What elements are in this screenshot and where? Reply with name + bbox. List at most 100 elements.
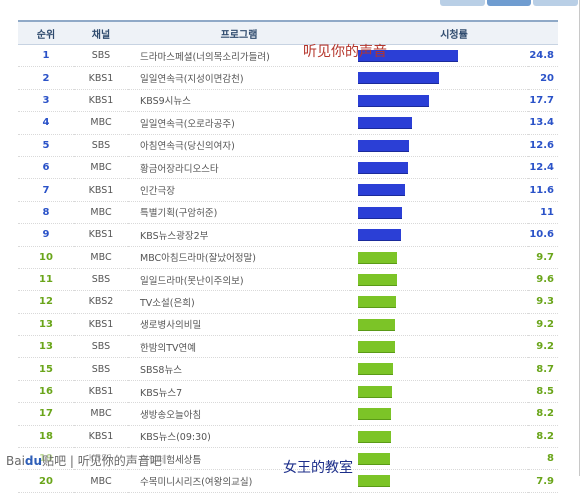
rating-bar bbox=[358, 363, 393, 376]
rating-value: 17.7 bbox=[529, 94, 555, 106]
rating-value-cell: 9.3 bbox=[528, 290, 559, 314]
rating-bar-cell bbox=[350, 66, 528, 90]
rank-cell: 13 bbox=[18, 313, 74, 337]
rating-bar bbox=[358, 117, 412, 130]
rating-bar bbox=[358, 296, 396, 309]
program-cell[interactable]: 생방송오늘아침 bbox=[128, 402, 350, 426]
rating-value-cell: 8.5 bbox=[528, 380, 559, 404]
rating-value: 11 bbox=[540, 206, 555, 218]
program-cell[interactable]: KBS9시뉴스 bbox=[128, 89, 350, 113]
rating-bar-cell bbox=[350, 156, 528, 180]
rating-value-cell: 8 bbox=[528, 447, 559, 471]
rating-value: 9.2 bbox=[536, 341, 555, 353]
rating-value-cell: 12.6 bbox=[528, 134, 559, 157]
rating-bar bbox=[358, 94, 429, 107]
program-cell[interactable]: 황금어장라디오스타 bbox=[128, 156, 350, 180]
program-cell[interactable]: SBS8뉴스 bbox=[128, 357, 350, 381]
channel-cell: SBS bbox=[74, 335, 128, 359]
channel-cell: KBS1 bbox=[74, 380, 128, 404]
channel-cell: SBS bbox=[74, 134, 128, 157]
rating-value-cell: 24.8 bbox=[528, 44, 559, 68]
rating-value: 9.6 bbox=[536, 274, 555, 286]
rating-bar-cell bbox=[350, 44, 528, 68]
program-cell[interactable]: 일일드라마(못난이주의보) bbox=[128, 268, 350, 292]
program-cell[interactable]: 인간극장 bbox=[128, 178, 350, 202]
rating-value-cell: 9.2 bbox=[528, 313, 559, 337]
program-cell[interactable]: 리얼체험세상틈 bbox=[128, 447, 350, 471]
rating-bar bbox=[358, 139, 409, 152]
rating-value-cell: 9.2 bbox=[528, 335, 559, 359]
rating-bar bbox=[358, 408, 391, 421]
table-row: 4 MBC 일일연속극(오로라공주) 13.4 bbox=[18, 111, 559, 135]
program-cell[interactable]: 드라마스페셜(너의목소리가들려) bbox=[128, 44, 350, 68]
channel-cell: KBS1 bbox=[74, 425, 128, 449]
program-cell[interactable]: 한밤의TV연예 bbox=[128, 335, 350, 359]
rating-bar bbox=[358, 430, 391, 443]
tab-2[interactable] bbox=[486, 0, 532, 6]
rating-value: 12.4 bbox=[529, 162, 555, 174]
rating-value-cell: 11 bbox=[528, 201, 559, 225]
table-row: 12 KBS2 TV소설(은희) 9.3 bbox=[18, 290, 559, 314]
program-cell[interactable]: 생로병사의비밀 bbox=[128, 313, 350, 337]
tab-1[interactable] bbox=[440, 0, 485, 6]
rank-cell: 17 bbox=[18, 402, 74, 426]
rating-value-cell: 8.7 bbox=[528, 357, 559, 381]
program-cell[interactable]: MBC아침드라마(잘났어정말) bbox=[128, 246, 350, 269]
channel-cell: MBC bbox=[74, 246, 128, 269]
watermark-text: 贴吧 | 听见你的声音吧 bbox=[42, 454, 162, 468]
rating-value-cell: 9.7 bbox=[528, 246, 559, 269]
channel-cell: MBC bbox=[74, 402, 128, 426]
ratings-table: 순위 채널 프로그램 시청률 1 SBS 드라마스페셜(너의목소리가들려) 24.8 2… bbox=[18, 22, 559, 493]
program-cell[interactable]: 일일연속극(지성이면감천) bbox=[128, 66, 350, 90]
rating-value-cell: 9.6 bbox=[528, 268, 559, 292]
channel-cell: SBS bbox=[74, 44, 128, 68]
rank-cell: 2 bbox=[18, 66, 74, 90]
rating-value: 13.4 bbox=[529, 117, 555, 129]
rating-bar-cell bbox=[350, 89, 528, 113]
tab-3[interactable] bbox=[533, 0, 579, 6]
rating-bar bbox=[358, 453, 390, 466]
header-program: 프로그램 bbox=[128, 22, 350, 45]
table-row: 13 KBS1 생로병사의비밀 9.2 bbox=[18, 313, 559, 337]
rating-value: 12.6 bbox=[529, 139, 555, 151]
rating-bar-cell bbox=[350, 357, 528, 381]
rating-value-cell: 11.6 bbox=[528, 178, 559, 202]
rating-value-cell: 8.2 bbox=[528, 402, 559, 426]
overlay-caption-top: 听见你的声音 bbox=[303, 44, 387, 60]
rating-bar-cell bbox=[350, 134, 528, 157]
table-row: 18 KBS1 KBS뉴스(09:30) 8.2 bbox=[18, 425, 559, 449]
baidu-watermark: Baidu贴吧 | 听见你的声音吧 bbox=[4, 452, 164, 469]
program-cell[interactable]: KBS뉴스7 bbox=[128, 380, 350, 404]
rating-value: 9.3 bbox=[536, 296, 555, 308]
channel-cell: MBC bbox=[74, 156, 128, 180]
rank-cell: 9 bbox=[18, 223, 74, 247]
channel-cell: KBS1 bbox=[74, 66, 128, 90]
program-cell[interactable]: KBS뉴스(09:30) bbox=[128, 425, 350, 449]
program-cell[interactable]: 특별기획(구암허준) bbox=[128, 201, 350, 225]
rating-bar bbox=[358, 206, 402, 219]
rating-value: 8.2 bbox=[536, 408, 555, 420]
program-cell[interactable]: 일일연속극(오로라공주) bbox=[128, 111, 350, 135]
table-row: 1 SBS 드라마스페셜(너의목소리가들려) 24.8 bbox=[18, 44, 559, 68]
program-cell[interactable]: 아침연속극(당신의여자) bbox=[128, 134, 350, 157]
rating-value: 8 bbox=[547, 453, 555, 465]
program-cell[interactable]: KBS뉴스광장2부 bbox=[128, 223, 350, 247]
rank-cell: 4 bbox=[18, 111, 74, 135]
rating-bar bbox=[358, 161, 408, 174]
channel-cell: MBC bbox=[74, 469, 128, 493]
rating-bar-cell bbox=[350, 111, 528, 135]
rating-value: 9.7 bbox=[536, 251, 555, 263]
rating-value: 10.6 bbox=[529, 229, 555, 241]
rating-bar-cell bbox=[350, 201, 528, 225]
watermark-paw: du bbox=[24, 454, 43, 468]
header-rating: 시청률 bbox=[350, 22, 559, 45]
program-cell[interactable]: TV소설(은희) bbox=[128, 290, 350, 314]
rating-value-cell: 13.4 bbox=[528, 111, 559, 135]
rating-bar-cell bbox=[350, 425, 528, 449]
rank-cell: 20 bbox=[18, 469, 74, 493]
rating-bar bbox=[358, 273, 397, 286]
rating-bar-cell bbox=[350, 402, 528, 426]
rank-cell: 12 bbox=[18, 290, 74, 314]
table-header: 순위 채널 프로그램 시청률 bbox=[18, 22, 559, 45]
table-row: 15 SBS SBS8뉴스 8.7 bbox=[18, 357, 559, 381]
